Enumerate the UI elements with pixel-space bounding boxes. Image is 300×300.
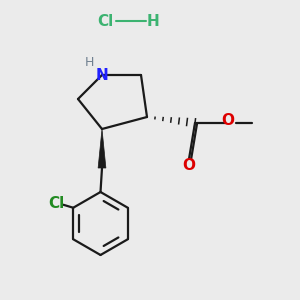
Text: O: O xyxy=(221,113,234,128)
Text: H: H xyxy=(147,14,159,28)
Text: O: O xyxy=(182,158,196,172)
Text: H: H xyxy=(85,56,94,69)
Polygon shape xyxy=(98,129,106,168)
Text: Cl: Cl xyxy=(97,14,113,28)
Text: N: N xyxy=(96,68,108,82)
Text: Cl: Cl xyxy=(49,196,65,211)
